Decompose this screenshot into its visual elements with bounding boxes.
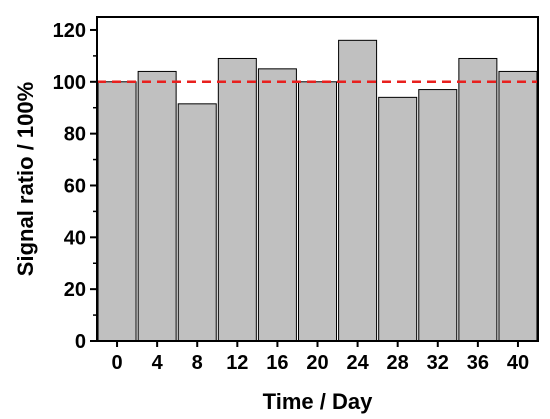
x-tick-label: 36 xyxy=(467,352,489,374)
bar-day-4 xyxy=(137,70,177,342)
x-tick-label: 40 xyxy=(507,352,529,374)
x-axis-tick-labels: 0 4 8 12 16 20 24 28 32 36 40 xyxy=(111,352,529,374)
x-tick-label: 12 xyxy=(226,352,248,374)
bar-day-36 xyxy=(458,57,498,342)
x-tick-label: 20 xyxy=(306,352,328,374)
x-tick-label: 4 xyxy=(152,352,164,374)
y-tick-label: 120 xyxy=(53,20,86,42)
bar-day-24 xyxy=(338,39,378,342)
x-tick-label: 32 xyxy=(427,352,449,374)
y-tick-label: 20 xyxy=(64,279,86,301)
x-tick-label: 28 xyxy=(387,352,409,374)
bar-day-28 xyxy=(378,96,418,342)
bar-day-32 xyxy=(418,89,458,342)
bar-series xyxy=(97,39,538,342)
bar-day-12 xyxy=(217,57,257,342)
bar-day-16 xyxy=(257,68,297,342)
y-tick-label: 0 xyxy=(75,331,86,353)
bar-day-40 xyxy=(498,70,538,342)
y-tick-label: 40 xyxy=(64,227,86,249)
x-tick-label: 24 xyxy=(346,352,369,374)
bar-day-0 xyxy=(97,81,137,342)
y-tick-label: 80 xyxy=(64,124,86,146)
x-tick-label: 0 xyxy=(111,352,122,374)
x-tick-label: 16 xyxy=(266,352,288,374)
x-tick-label: 8 xyxy=(192,352,203,374)
plot-frame xyxy=(96,16,539,342)
bar-day-20 xyxy=(298,81,337,342)
y-axis-tick-labels: 0 20 40 60 80 100 120 xyxy=(53,20,86,353)
y-tick-label: 100 xyxy=(53,72,86,94)
y-tick-label: 60 xyxy=(64,175,86,197)
y-axis-ticks xyxy=(90,28,97,342)
bar-day-8 xyxy=(177,103,217,342)
y-axis-title: Signal ratio / 100% xyxy=(13,82,38,276)
x-axis-title: Time / Day xyxy=(263,389,373,414)
